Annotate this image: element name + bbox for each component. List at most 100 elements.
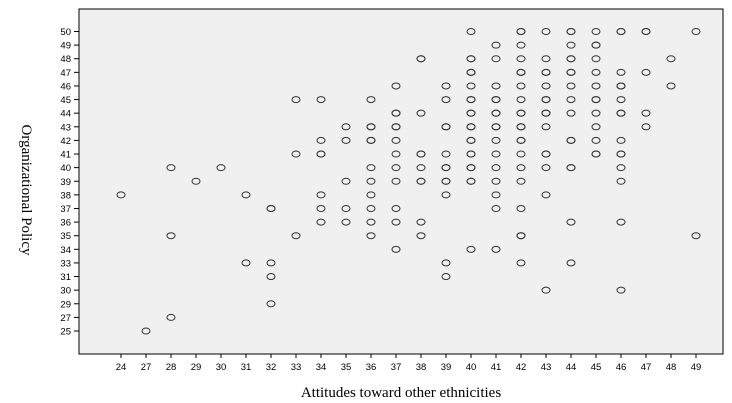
data-point [391, 177, 401, 185]
data-point [216, 164, 226, 172]
data-point [166, 313, 176, 321]
data-point [541, 55, 551, 63]
data-point [616, 109, 626, 117]
x-tick-label: 24 [116, 362, 127, 373]
data-point [266, 300, 276, 308]
data-point [466, 164, 476, 172]
x-tick-label: 33 [291, 362, 302, 373]
x-tick-label: 32 [266, 362, 277, 373]
data-point [391, 136, 401, 144]
data-point [316, 136, 326, 144]
data-point [441, 164, 451, 172]
data-point [516, 259, 526, 267]
data-point [391, 109, 401, 117]
data-point [566, 218, 576, 226]
y-tick-label: 29 [60, 299, 71, 310]
data-point [641, 109, 651, 117]
data-point [416, 109, 426, 117]
y-tick-label: 36 [60, 218, 71, 229]
data-point [666, 55, 676, 63]
data-point [491, 177, 501, 185]
data-point [541, 109, 551, 117]
x-tick-label: 49 [691, 362, 702, 373]
data-point [316, 218, 326, 226]
data-point [391, 218, 401, 226]
data-point [541, 164, 551, 172]
data-point [566, 68, 576, 76]
x-axis-title: Attitudes toward other ethnicities [301, 385, 502, 401]
data-point [466, 123, 476, 131]
x-tick-label: 36 [366, 362, 377, 373]
data-point [316, 191, 326, 199]
x-tick-label: 38 [416, 362, 427, 373]
data-point [341, 218, 351, 226]
y-tick-label: 39 [60, 177, 71, 188]
data-point [366, 96, 376, 104]
data-point [566, 164, 576, 172]
data-point [116, 191, 126, 199]
data-point [591, 82, 601, 90]
data-point [666, 82, 676, 90]
data-point [541, 68, 551, 76]
data-point [316, 204, 326, 212]
data-point [491, 96, 501, 104]
x-tick-label: 39 [441, 362, 452, 373]
data-point [341, 136, 351, 144]
data-point [416, 232, 426, 240]
x-tick-label: 28 [166, 362, 177, 373]
data-point [441, 123, 451, 131]
data-point [391, 164, 401, 172]
data-point [441, 191, 451, 199]
y-tick-label: 42 [60, 136, 71, 147]
data-point [491, 204, 501, 212]
data-point [341, 204, 351, 212]
data-point [466, 82, 476, 90]
data-point [491, 164, 501, 172]
y-tick-label: 41 [60, 150, 71, 161]
data-point [691, 28, 701, 35]
y-tick-label: 25 [60, 327, 71, 338]
y-tick-label: 44 [60, 109, 71, 120]
x-tick-label: 30 [216, 362, 227, 373]
data-point [591, 68, 601, 76]
data-point [416, 177, 426, 185]
y-tick-label: 38 [60, 190, 71, 201]
data-point [591, 123, 601, 131]
data-point [416, 55, 426, 63]
y-tick-label: 45 [60, 95, 71, 106]
data-point [366, 204, 376, 212]
data-point [291, 96, 301, 104]
data-point [516, 41, 526, 49]
x-tick-label: 37 [391, 362, 402, 373]
data-point [541, 28, 551, 35]
data-point [441, 273, 451, 281]
data-point [416, 150, 426, 158]
data-point [616, 164, 626, 172]
data-point [566, 28, 576, 35]
y-tick-label: 48 [60, 54, 71, 65]
data-point [591, 41, 601, 49]
data-point [241, 191, 251, 199]
data-point [391, 82, 401, 90]
data-point [491, 123, 501, 131]
data-point [441, 177, 451, 185]
data-point [241, 259, 251, 267]
x-tick-label: 27 [141, 362, 152, 373]
data-point [566, 136, 576, 144]
data-point [566, 82, 576, 90]
y-tick-label: 46 [60, 81, 71, 92]
data-point [441, 96, 451, 104]
data-point [341, 123, 351, 131]
data-point [516, 68, 526, 76]
data-point [641, 68, 651, 76]
x-tick-label: 40 [466, 362, 477, 373]
x-tick-label: 44 [566, 362, 577, 373]
data-point [616, 68, 626, 76]
data-point [516, 109, 526, 117]
data-point [441, 82, 451, 90]
data-point [516, 204, 526, 212]
data-point [441, 259, 451, 267]
data-point [466, 28, 476, 35]
data-point [266, 273, 276, 281]
data-point [491, 191, 501, 199]
